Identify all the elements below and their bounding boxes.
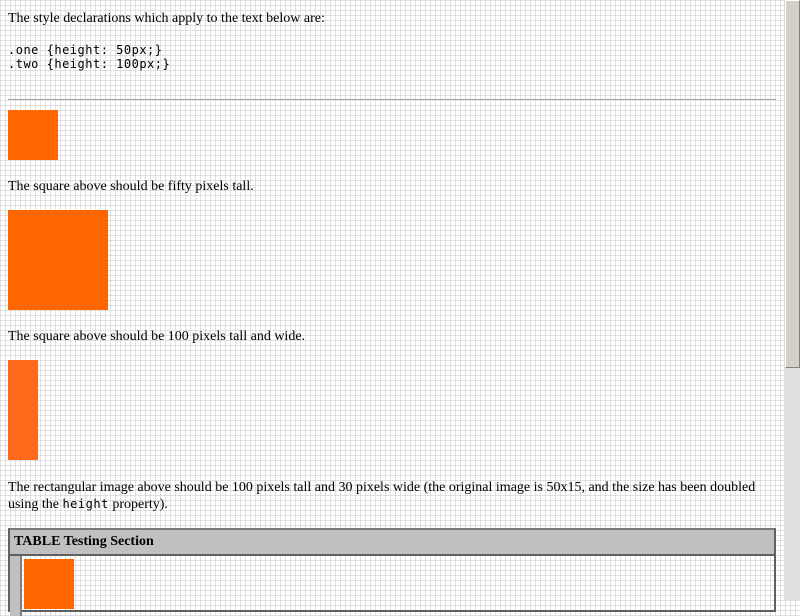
table-header: TABLE Testing Section	[10, 530, 774, 556]
hundred-pixel-square-image	[8, 210, 108, 310]
rectangular-image	[8, 360, 38, 460]
scrollbar-thumb[interactable]	[785, 0, 800, 368]
caption-hundred-pixel: The square above should be 100 pixels ta…	[8, 329, 306, 344]
style-declaration-one: .one {height: 50px;}	[8, 43, 163, 57]
caption-rectangular: The rectangular image above should be 10…	[8, 479, 768, 513]
table-square-image	[24, 559, 74, 609]
scrollbar-track-lower[interactable]	[784, 368, 800, 600]
horizontal-rule	[8, 99, 776, 101]
intro-text: The style declarations which apply to th…	[8, 11, 325, 26]
table-side-cell	[10, 556, 22, 616]
vertical-scrollbar[interactable]	[784, 0, 800, 600]
fifty-pixel-square-image	[8, 110, 58, 160]
caption-height-code: height	[62, 497, 109, 511]
table-testing-section: TABLE Testing Section	[8, 528, 776, 616]
caption-rectangular-end: property).	[108, 497, 168, 512]
caption-rectangular-text: The rectangular image above should be 10…	[8, 480, 756, 512]
caption-fifty-pixel: The square above should be fifty pixels …	[8, 179, 254, 194]
style-declaration-two: .two {height: 100px;}	[8, 57, 171, 71]
